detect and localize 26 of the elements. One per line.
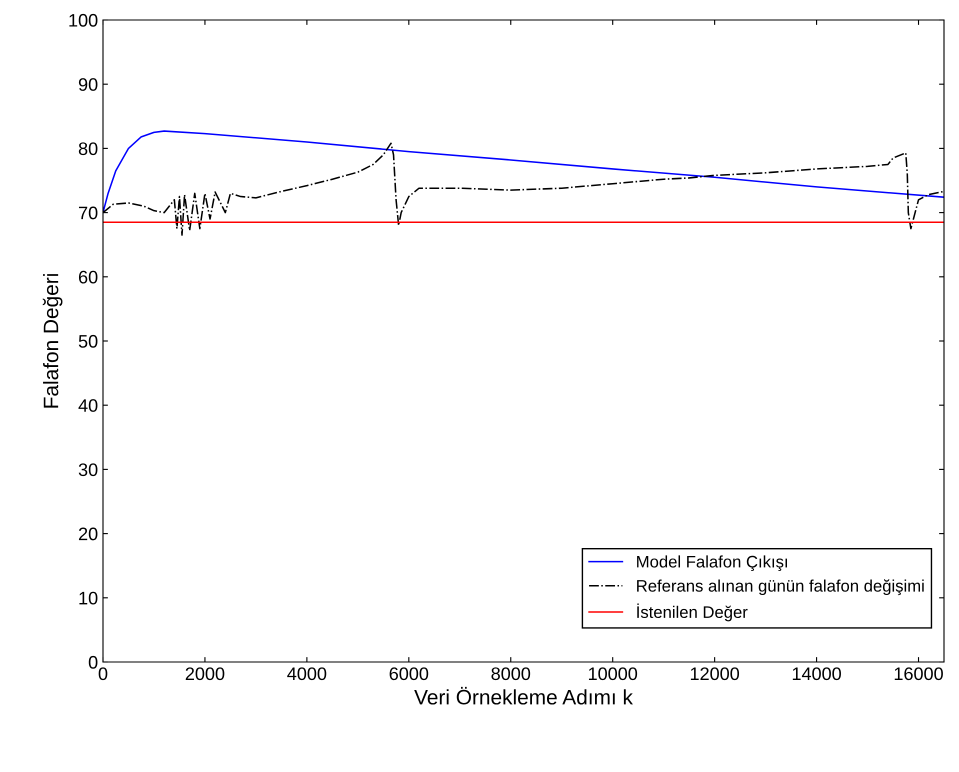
x-tick-label: 0 [98, 667, 108, 680]
x-axis-title: Veri Örnekleme Adımı k [414, 686, 633, 705]
x-tick-label: 14000 [792, 667, 841, 680]
x-tick-label: 4000 [287, 667, 326, 680]
x-tick-label: 16000 [894, 667, 943, 680]
y-tick-label: 50 [78, 334, 98, 348]
line-series [103, 130, 944, 214]
y-tick-label: 60 [78, 270, 98, 284]
x-tick-label: 8000 [491, 667, 530, 680]
legend-label: İstenilen Değer [637, 603, 748, 622]
legend-label: Referans alınan günün falafon değişimi [637, 579, 924, 596]
y-tick-label: 0 [88, 656, 98, 669]
y-tick-label: 10 [79, 592, 98, 605]
y-tick-label: 100 [69, 14, 98, 27]
legend-label: Model Falafon Çıkışı [637, 555, 787, 571]
x-tick-label: 2000 [186, 667, 224, 680]
y-axis-title: Falafon Değeri [42, 274, 62, 408]
x-tick-label: 6000 [390, 667, 428, 680]
y-tick-label: 90 [78, 78, 98, 91]
y-tick-label: 30 [78, 463, 98, 476]
y-tick-label: 80 [78, 142, 98, 156]
x-tick-label: 10000 [588, 667, 638, 680]
x-tick-label: 12000 [690, 667, 740, 680]
y-tick-label: 40 [78, 399, 98, 412]
y-tick-label: 20 [78, 528, 98, 540]
y-tick-label: 70 [78, 206, 98, 220]
